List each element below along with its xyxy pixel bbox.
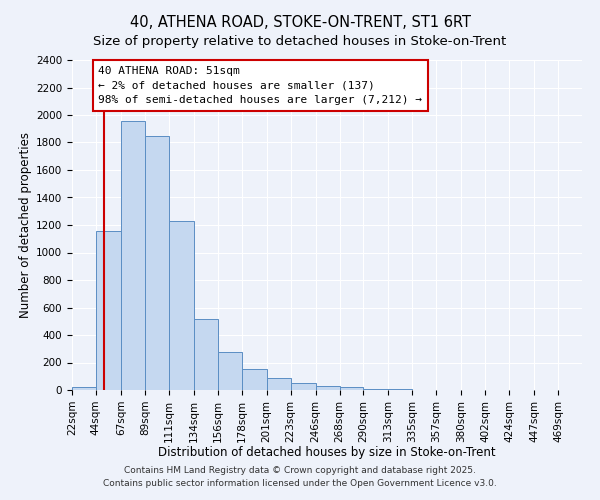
- Y-axis label: Number of detached properties: Number of detached properties: [19, 132, 32, 318]
- Bar: [218, 352, 242, 390]
- Text: 40, ATHENA ROAD, STOKE-ON-TRENT, ST1 6RT: 40, ATHENA ROAD, STOKE-ON-TRENT, ST1 6RT: [130, 15, 470, 30]
- Bar: [242, 370, 266, 390]
- Text: 40 ATHENA ROAD: 51sqm
← 2% of detached houses are smaller (137)
98% of semi-deta: 40 ATHENA ROAD: 51sqm ← 2% of detached h…: [98, 66, 422, 105]
- Bar: [364, 388, 388, 390]
- X-axis label: Distribution of detached houses by size in Stoke-on-Trent: Distribution of detached houses by size …: [158, 446, 496, 459]
- Bar: [290, 383, 316, 390]
- Bar: [340, 387, 364, 390]
- Text: Size of property relative to detached houses in Stoke-on-Trent: Size of property relative to detached ho…: [94, 35, 506, 48]
- Bar: [169, 221, 194, 390]
- Text: Contains HM Land Registry data © Crown copyright and database right 2025.
Contai: Contains HM Land Registry data © Crown c…: [103, 466, 497, 487]
- Bar: [145, 136, 169, 390]
- Bar: [316, 386, 340, 390]
- Bar: [121, 120, 145, 390]
- Bar: [96, 230, 121, 390]
- Bar: [72, 386, 96, 390]
- Bar: [194, 318, 218, 390]
- Bar: [266, 378, 290, 390]
